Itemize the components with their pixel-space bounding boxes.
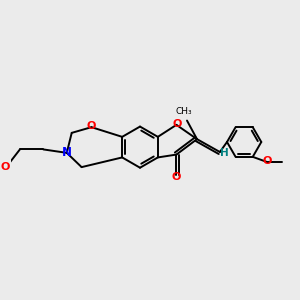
Text: O: O [172,119,182,129]
Text: N: N [62,146,72,159]
Text: CH₃: CH₃ [175,107,192,116]
Text: O: O [263,156,272,166]
Text: O: O [172,172,181,182]
Text: O: O [1,162,10,172]
Text: H: H [220,148,229,158]
Text: O: O [87,121,96,131]
